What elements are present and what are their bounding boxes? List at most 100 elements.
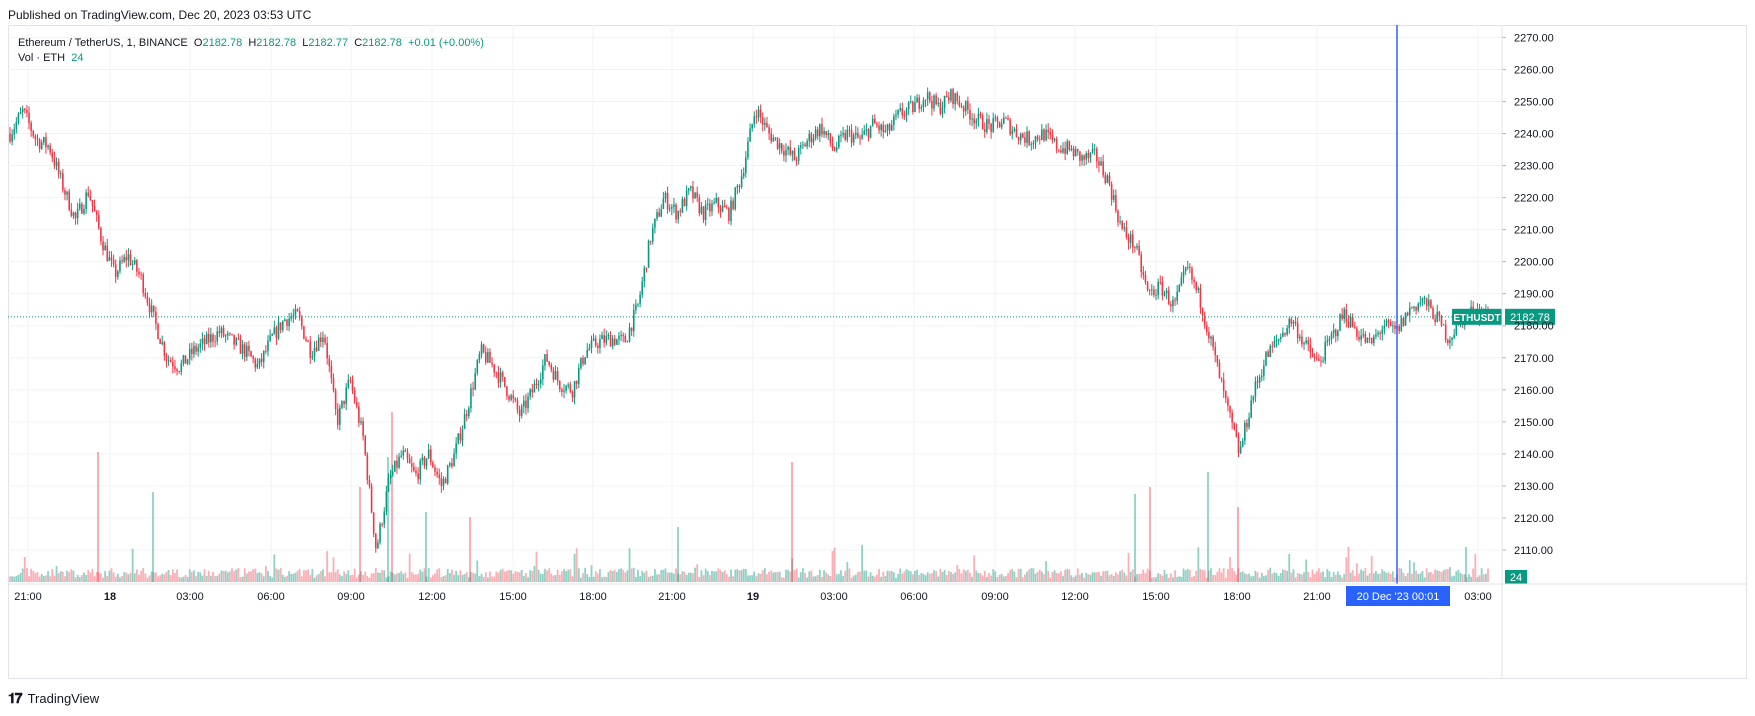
volume-bar xyxy=(290,573,293,582)
candle-body xyxy=(1144,275,1147,283)
volume-bar xyxy=(763,568,766,582)
volume-bar xyxy=(1451,576,1453,582)
candle-body xyxy=(267,340,269,352)
candle-body xyxy=(740,176,743,187)
candle-body xyxy=(848,129,851,131)
volume-label[interactable]: Vol · ETH xyxy=(18,52,66,64)
candle-body xyxy=(224,335,227,337)
candle-body xyxy=(742,173,745,177)
candle-body xyxy=(1392,325,1394,327)
volume-spike xyxy=(391,412,393,582)
chart-frame[interactable] xyxy=(8,25,1747,679)
candle-body xyxy=(172,362,174,367)
volume-bar xyxy=(664,568,667,582)
candle-body xyxy=(1408,307,1411,316)
candle-body xyxy=(1062,148,1064,153)
volume-bar xyxy=(725,574,728,582)
volume-bar xyxy=(544,568,546,582)
candle-body xyxy=(1290,319,1293,324)
candle-body xyxy=(1140,254,1143,272)
candle-body xyxy=(630,327,633,332)
candle-body xyxy=(639,294,641,304)
volume-bar xyxy=(1021,577,1024,582)
candle-body xyxy=(229,333,231,335)
candle-body xyxy=(9,133,11,142)
candle-body xyxy=(687,188,690,191)
candle-body xyxy=(457,433,460,444)
candle-body xyxy=(888,124,891,131)
volume-bar xyxy=(795,568,798,582)
volume-bar xyxy=(639,576,642,582)
volume-bar xyxy=(1114,572,1117,582)
candle-body xyxy=(747,141,749,158)
volume-bar xyxy=(808,571,811,582)
candle-body xyxy=(1026,131,1028,143)
volume-bar xyxy=(1074,575,1077,582)
candle-body xyxy=(402,450,405,456)
volume-bar xyxy=(954,572,957,582)
volume-bar xyxy=(317,573,320,582)
footer-brand[interactable]: TradingView xyxy=(27,691,100,706)
candle-body xyxy=(459,433,462,441)
volume-bar xyxy=(985,576,988,582)
candle-body xyxy=(13,128,16,135)
candle-body xyxy=(1273,340,1276,347)
candle-body xyxy=(159,338,161,344)
volume-bar xyxy=(516,571,519,582)
volume-bar xyxy=(1330,577,1333,582)
candle-body xyxy=(506,386,508,397)
candle-body xyxy=(389,474,392,479)
candle-body xyxy=(205,333,208,344)
candle-body xyxy=(662,198,665,209)
volume-bar xyxy=(1123,572,1126,582)
volume-bar xyxy=(1032,568,1035,582)
candle-body xyxy=(260,358,263,363)
candle-body xyxy=(882,124,885,132)
candle-body xyxy=(1411,307,1413,309)
candle-body xyxy=(1315,357,1318,359)
candles xyxy=(9,87,1489,553)
candle-body xyxy=(332,378,335,391)
candle-body xyxy=(1096,148,1098,162)
candle-body xyxy=(1453,334,1455,338)
volume-bar xyxy=(1163,569,1166,582)
volume-bar xyxy=(1260,572,1263,582)
price-axis: 2270.00 2260.00 2250.00 2240.00 2230.00 2220.… xyxy=(1501,25,1554,679)
volume-bar xyxy=(1239,572,1242,582)
volume-bar xyxy=(1017,568,1020,582)
candle-body xyxy=(413,466,415,471)
candle-body xyxy=(897,110,899,115)
candle-body xyxy=(694,192,696,199)
candle-body xyxy=(1267,351,1269,358)
candle-body xyxy=(178,371,180,373)
volume-bar xyxy=(461,575,464,582)
candle-body xyxy=(550,364,553,370)
time-tick-label: 15:00 xyxy=(1142,591,1170,603)
candle-body xyxy=(613,338,616,345)
volume-bar xyxy=(106,575,109,582)
volume-bar xyxy=(74,577,77,582)
candle-body xyxy=(880,124,882,131)
candle-body xyxy=(552,369,555,380)
candle-body xyxy=(1017,136,1020,141)
candle-body xyxy=(377,542,379,549)
volume-bar xyxy=(1394,577,1396,582)
volume-bar xyxy=(1066,568,1069,582)
legend-symbol[interactable]: Ethereum / TetherUS, 1, BINANCE xyxy=(18,37,188,49)
candle-body xyxy=(1108,175,1111,185)
volume-bar xyxy=(624,572,627,582)
candle-body xyxy=(330,366,333,379)
candle-body xyxy=(918,97,921,109)
candle-body xyxy=(102,241,104,251)
tradingview-logo-icon[interactable]: 𝟏𝟕 xyxy=(8,690,23,706)
candle-body xyxy=(1370,338,1373,344)
volume-bar xyxy=(1358,573,1360,582)
volume-bar xyxy=(992,569,995,582)
volume-bar xyxy=(368,577,371,582)
candle-body xyxy=(709,203,711,212)
candle-body xyxy=(996,117,999,122)
time-tick-label: 09:00 xyxy=(337,591,365,603)
volume-bar xyxy=(1108,575,1111,582)
candle-body xyxy=(1009,119,1011,135)
